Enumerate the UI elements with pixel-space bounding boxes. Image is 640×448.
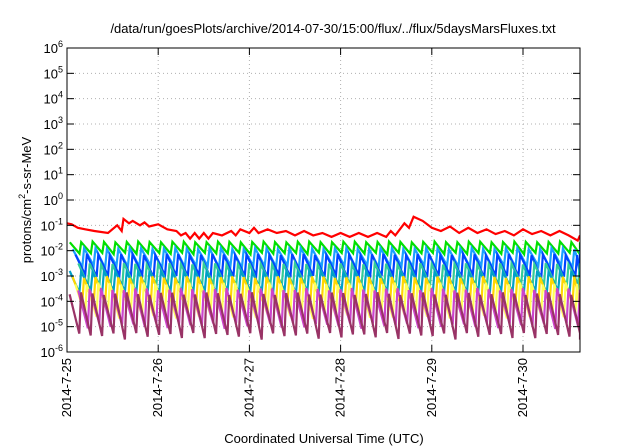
y-tick-base: 10 [44, 92, 58, 107]
y-tick-exponent: 0 [58, 191, 63, 201]
y-tick-base: 10 [44, 66, 58, 81]
y-tick-label: 103 [44, 115, 63, 132]
x-tick-label: 2014-7-27 [241, 358, 256, 417]
series-line-4 [74, 249, 580, 281]
y-axis-label: protons/cm2-s-sr-MeV [17, 136, 34, 263]
x-axis-label: Coordinated Universal Time (UTC) [224, 431, 423, 446]
series-line-10 [68, 292, 580, 340]
y-tick-exponent: 3 [58, 115, 63, 125]
y-tick-label: 10-6 [41, 343, 63, 360]
y-tick-label: 100 [44, 191, 63, 208]
y-axis-label-sup: 2 [17, 194, 27, 199]
series-line-5 [77, 258, 580, 290]
y-tick-exponent: 5 [58, 64, 63, 74]
x-tick-label: 2014-7-28 [333, 358, 348, 417]
x-tick-label: 2014-7-29 [424, 358, 439, 417]
data-series [67, 215, 580, 340]
y-tick-exponent: -1 [55, 216, 63, 226]
y-tick-base: 10 [41, 294, 55, 309]
y-tick-base: 10 [44, 41, 58, 56]
y-tick-base: 10 [44, 142, 58, 157]
y-tick-label: 102 [44, 140, 63, 157]
y-tick-exponent: -6 [55, 343, 63, 353]
y-tick-exponent: 6 [58, 39, 63, 49]
y-tick-label: 104 [44, 90, 63, 107]
x-tick-label: 2014-7-25 [59, 358, 74, 417]
y-axis-label-prefix: protons/cm [19, 199, 34, 263]
y-tick-exponent: -4 [55, 292, 63, 302]
y-tick-label: 10-3 [41, 267, 63, 284]
y-tick-label: 105 [44, 64, 63, 81]
y-tick-exponent: -3 [55, 267, 63, 277]
y-tick-exponent: -5 [55, 318, 63, 328]
y-tick-base: 10 [44, 117, 58, 132]
y-tick-base: 10 [41, 218, 55, 233]
y-tick-label: 10-1 [41, 216, 63, 233]
y-tick-exponent: 1 [58, 166, 63, 176]
y-tick-base: 10 [41, 244, 55, 259]
y-tick-exponent: 2 [58, 140, 63, 150]
y-axis-ticks: 10610510410310210110010-110-210-310-410-… [41, 39, 580, 360]
series-line-2 [68, 238, 580, 258]
y-tick-base: 10 [44, 168, 58, 183]
y-tick-label: 106 [44, 39, 63, 56]
y-axis-label-suffix: -s-sr-MeV [19, 136, 34, 193]
chart-title: /data/run/goesPlots/archive/2014-07-30/1… [110, 21, 556, 36]
x-axis-ticks: 2014-7-25 2014-7-26 2014-7-27 2014-7-28 2014… [59, 48, 530, 417]
y-tick-label: 10-4 [41, 292, 63, 309]
y-tick-label: 10-5 [41, 318, 63, 335]
x-tick-label: 2014-7-30 [515, 358, 530, 417]
x-tick-label: 2014-7-26 [150, 358, 165, 417]
series-line-6 [68, 266, 580, 298]
y-tick-base: 10 [41, 269, 55, 284]
y-tick-exponent: 4 [58, 90, 63, 100]
y-tick-exponent: -2 [55, 242, 63, 252]
y-tick-base: 10 [41, 320, 55, 335]
series-line-3 [71, 244, 580, 273]
series-line-1 [67, 215, 580, 243]
y-tick-label: 10-2 [41, 242, 63, 259]
y-tick-base: 10 [41, 345, 55, 360]
y-tick-base: 10 [44, 193, 58, 208]
y-tick-label: 101 [44, 166, 63, 183]
